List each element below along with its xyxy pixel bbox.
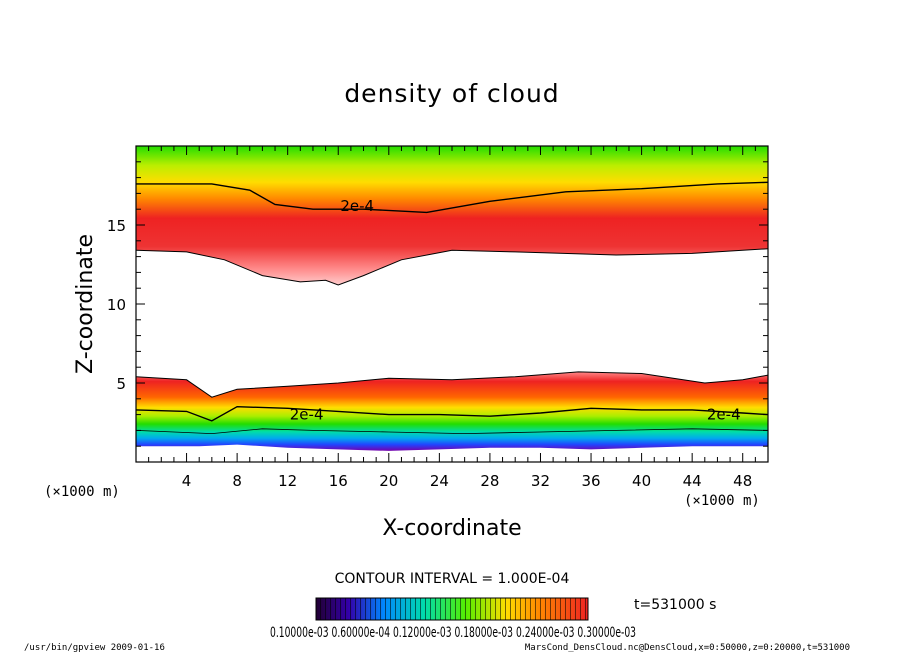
cloud-fields: [136, 146, 768, 451]
x-tick-label: 12: [278, 472, 297, 490]
x-tick-label: 44: [683, 472, 702, 490]
x-tick-label: 28: [480, 472, 499, 490]
contour-label: 2e-4: [707, 406, 741, 424]
contour-interval-text: CONTOUR INTERVAL = 1.000E-04: [335, 571, 570, 587]
y-tick-label: 10: [107, 296, 126, 314]
chart-title: density of cloud: [344, 79, 559, 108]
lower-secondary-contour-line: [136, 428, 768, 435]
x-axis-unit: (×1000 m): [684, 493, 760, 509]
x-tick-label: 40: [632, 472, 651, 490]
lower-cloud-top-line: [136, 371, 768, 398]
y-tick-label: 5: [116, 375, 126, 393]
y-axis-title: Z-coordinate: [73, 234, 98, 374]
x-tick-label: 24: [430, 472, 449, 490]
contour-label: 2e-4: [290, 406, 324, 424]
lower-contour-line: [136, 405, 768, 422]
x-tick-label: 36: [581, 472, 600, 490]
contour-label: 2e-4: [340, 197, 374, 215]
x-tick-label: 32: [531, 472, 550, 490]
upper-cloud-base-line: [136, 248, 768, 286]
colorbar-hatch: [316, 598, 588, 620]
upper-contour-line: [136, 181, 768, 214]
y-tick-label: 15: [107, 217, 126, 235]
x-tick-label: 8: [232, 472, 242, 490]
x-axis-ticks: 4 8 12 16 20 24 28 32 36 40 44 48: [135, 146, 769, 490]
colorbar-tick-labels: 0.10000e-03 0.60000e-04 0.12000e-03 0.18…: [270, 625, 636, 641]
y-axis-ticks: 5 10 15: [107, 145, 768, 463]
contour-labels: 2e-4 2e-4 2e-4: [290, 197, 741, 424]
colorbar: [315, 597, 589, 621]
time-label: t=531000 s: [634, 597, 716, 613]
x-tick-label: 20: [379, 472, 398, 490]
colorbar-frame: [315, 597, 589, 621]
footer-source: MarsCond_DensCloud.nc@DensCloud,x=0:5000…: [525, 643, 850, 653]
footer-program: /usr/bin/gpview 2009-01-16: [24, 643, 165, 653]
y-axis-unit: (×1000 m): [44, 484, 120, 500]
x-axis-title: X-coordinate: [382, 516, 521, 541]
x-tick-label: 16: [329, 472, 348, 490]
x-tick-label: 48: [733, 472, 752, 490]
lower-cloud-field: [136, 371, 768, 451]
x-tick-label: 4: [182, 472, 192, 490]
upper-cloud-field: [136, 146, 768, 285]
